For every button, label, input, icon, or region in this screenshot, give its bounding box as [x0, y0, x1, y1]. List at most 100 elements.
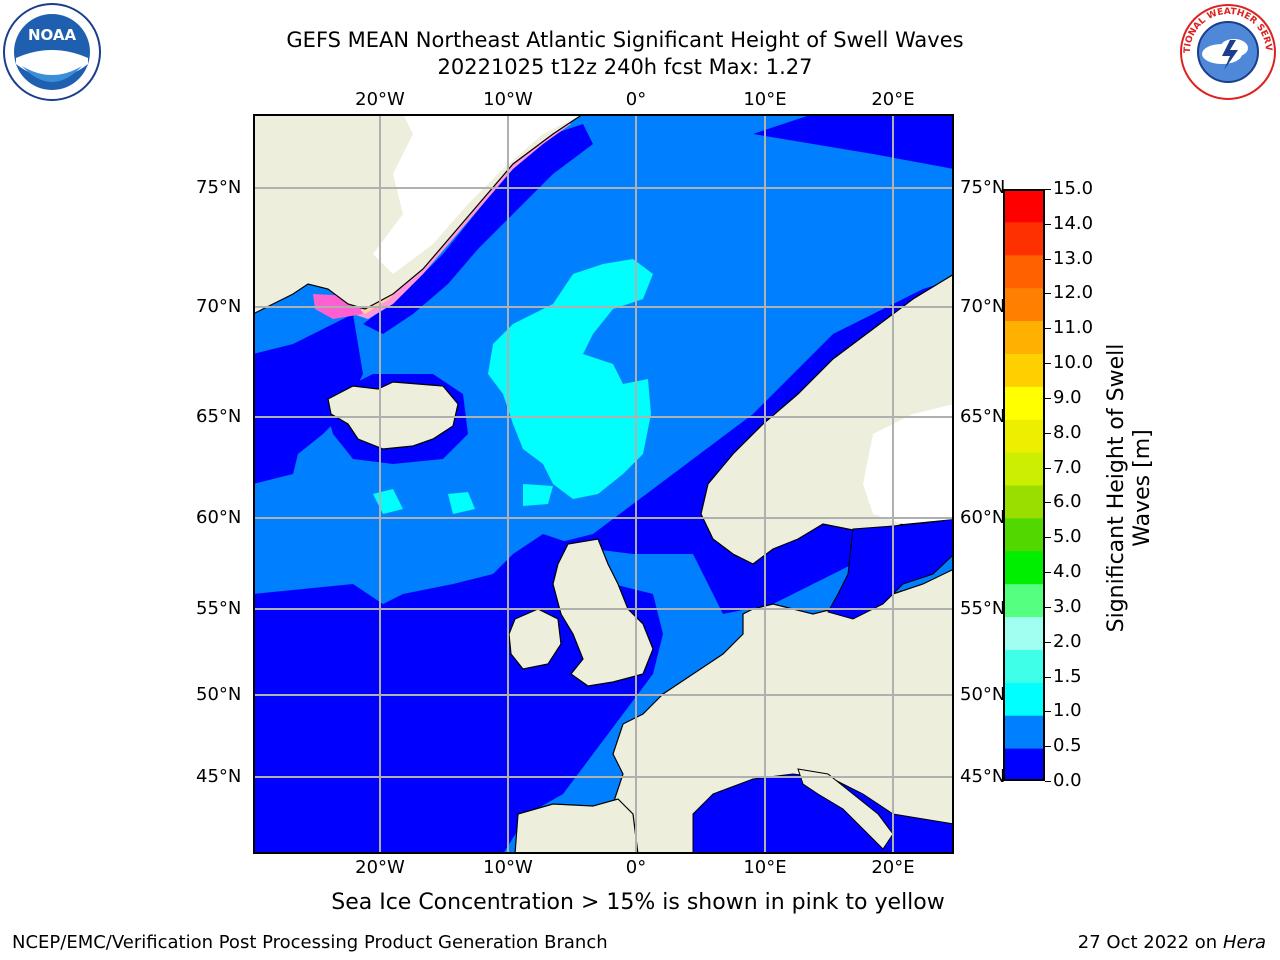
colorbar-segment	[1003, 189, 1045, 223]
map-title: GEFS MEAN Northeast Atlantic Significant…	[286, 28, 964, 52]
colorbar-title-line2: Waves [m]	[1130, 429, 1155, 547]
lon-label-bottom-0: 0°	[625, 857, 647, 878]
colorbar-segment	[1003, 419, 1045, 453]
colorbar-tick-label: 2.0	[1053, 630, 1082, 652]
colorbar-title: Significant Height of Swell Waves [m]	[1104, 288, 1156, 688]
colorbar-tick-label: 6.0	[1053, 491, 1082, 513]
colorbar-segment	[1003, 616, 1045, 650]
lat-label-right-75n: 75°N	[960, 177, 1006, 198]
map-subtitle: 20221025 t12z 240h fcst Max: 1.27	[437, 55, 813, 79]
colorbar-segment	[1003, 386, 1045, 420]
lat-label-left-75n: 75°N	[196, 177, 242, 198]
colorbar-tick-label: 5.0	[1053, 526, 1082, 548]
lat-label-left-65n: 65°N	[196, 406, 242, 427]
footer-credit: NCEP/EMC/Verification Post Processing Pr…	[12, 932, 608, 953]
lat-label-right-55n: 55°N	[960, 598, 1006, 619]
lat-label-right-45n: 45°N	[960, 766, 1006, 787]
colorbar-tick-label: 14.0	[1053, 212, 1094, 234]
colorbar-tick-label: 1.0	[1053, 700, 1082, 722]
colorbar-tick-mark	[1045, 467, 1051, 469]
colorbar-tick-mark	[1045, 223, 1051, 225]
colorbar-tick-mark	[1045, 258, 1051, 260]
colorbar-segment	[1003, 583, 1045, 618]
colorbar-segment	[1003, 550, 1045, 585]
colorbar-segment	[1003, 221, 1045, 256]
land-iceland	[327, 381, 459, 450]
land-italy	[797, 768, 894, 850]
lon-label-top-10w: 10°W	[483, 89, 533, 110]
colorbar-tick-label: 1.5	[1053, 665, 1082, 687]
lat-label-right-60n: 60°N	[960, 507, 1006, 528]
lat-label-left-55n: 55°N	[196, 598, 242, 619]
scandinavia-snow	[863, 404, 954, 524]
lon-label-bottom-20w: 20°W	[355, 857, 405, 878]
colorbar-segment	[1003, 517, 1045, 552]
sea-ice-caption: Sea Ice Concentration > 15% is shown in …	[331, 890, 945, 915]
footer-date: 27 Oct 2022 on Hera	[1078, 932, 1266, 953]
colorbar-svg	[1003, 189, 1045, 782]
noaa-logo: NOAA	[2, 2, 102, 102]
colorbar-segment	[1003, 320, 1045, 354]
colorbar-tick-mark	[1045, 432, 1051, 434]
lat-label-right-70n: 70°N	[960, 296, 1006, 317]
colorbar-segment	[1003, 452, 1045, 486]
nws-logo: NATIONAL WEATHER SERVICE	[1174, 0, 1278, 102]
colorbar-tick-label: 7.0	[1053, 456, 1082, 478]
colorbar-tick-mark	[1045, 641, 1051, 643]
colorbar-tick-label: 3.0	[1053, 595, 1082, 617]
colorbar-segment	[1003, 748, 1045, 782]
colorbar-tick-mark	[1045, 363, 1051, 365]
lat-label-right-50n: 50°N	[960, 684, 1006, 705]
lon-label-top-20e: 20°E	[871, 89, 915, 110]
colorbar-tick-mark	[1045, 606, 1051, 608]
colorbar-tick-mark	[1045, 537, 1051, 539]
lon-label-bottom-20e: 20°E	[871, 857, 915, 878]
colorbar-segment	[1003, 287, 1045, 322]
colorbar	[1003, 189, 1045, 782]
colorbar-tick-mark	[1045, 502, 1051, 504]
colorbar-title-line1: Significant Height of Swell	[1104, 343, 1129, 633]
lat-label-right-65n: 65°N	[960, 406, 1006, 427]
map-frame	[253, 114, 954, 854]
colorbar-tick-label: 4.0	[1053, 561, 1082, 583]
map-svg	[252, 113, 955, 855]
lat-label-left-60n: 60°N	[196, 507, 242, 528]
lat-label-left-50n: 50°N	[196, 684, 242, 705]
colorbar-tick-mark	[1045, 328, 1051, 330]
colorbar-segment	[1003, 715, 1045, 749]
colorbar-segment	[1003, 649, 1045, 683]
lat-label-left-45n: 45°N	[196, 766, 242, 787]
lon-label-bottom-10w: 10°W	[483, 857, 533, 878]
colorbar-tick-label: 12.0	[1053, 282, 1094, 304]
colorbar-segment	[1003, 682, 1045, 716]
colorbar-tick-label: 0.5	[1053, 735, 1082, 757]
colorbar-tick-mark	[1045, 572, 1051, 574]
land-great-britain	[552, 538, 654, 687]
colorbar-tick-label: 15.0	[1053, 178, 1094, 199]
noaa-logo-text: NOAA	[28, 26, 77, 44]
colorbar-tick-mark	[1045, 293, 1051, 295]
colorbar-segment	[1003, 485, 1045, 519]
greenland-snow	[373, 114, 583, 274]
colorbar-segment	[1003, 353, 1045, 387]
colorbar-tick-mark	[1045, 746, 1051, 748]
colorbar-tick-label: 11.0	[1053, 317, 1094, 339]
lon-label-top-20w: 20°W	[355, 89, 405, 110]
colorbar-tick-mark	[1045, 189, 1051, 190]
colorbar-tick-label: 8.0	[1053, 421, 1082, 443]
colorbar-tick-label: 9.0	[1053, 386, 1082, 408]
colorbar-border	[1003, 189, 1045, 781]
colorbar-tick-mark	[1045, 676, 1051, 678]
footer-host: Hera	[1222, 932, 1266, 953]
colorbar-tick-label: 13.0	[1053, 247, 1094, 269]
colorbar-tick-label: 0.0	[1053, 770, 1082, 791]
footer-date-text: 27 Oct 2022 on	[1077, 932, 1223, 953]
colorbar-segment	[1003, 254, 1045, 289]
lon-label-top-0: 0°	[625, 89, 647, 110]
land-ireland	[508, 608, 562, 670]
colorbar-tick-label: 10.0	[1053, 352, 1094, 374]
baltic-sea	[827, 518, 955, 620]
colorbar-tick-mark	[1045, 781, 1051, 782]
lat-label-left-70n: 70°N	[196, 296, 242, 317]
map-panel	[252, 113, 955, 855]
